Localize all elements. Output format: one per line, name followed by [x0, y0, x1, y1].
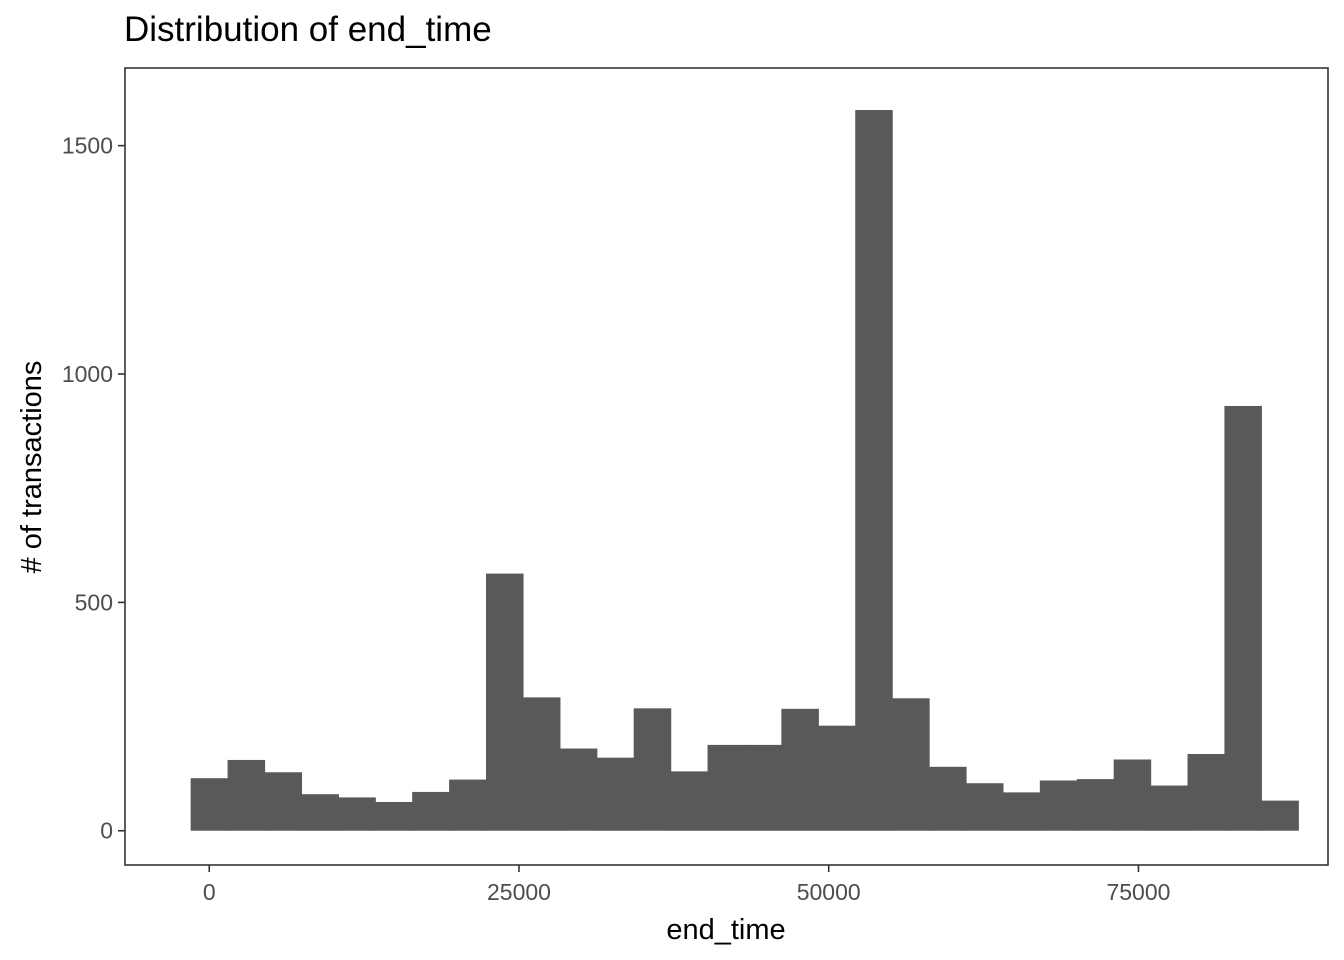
- histogram-bar: [1187, 754, 1226, 831]
- histogram-bar: [486, 573, 524, 831]
- histogram-bar: [190, 778, 229, 831]
- histogram-bar: [1002, 792, 1041, 831]
- histogram-bar: [781, 708, 819, 831]
- y-tick-label: 1500: [62, 133, 113, 159]
- histogram-bar: [264, 772, 303, 831]
- histogram-bar: [1039, 780, 1078, 831]
- histogram-bar: [892, 698, 930, 831]
- histogram-bar: [227, 759, 266, 831]
- y-tick-label: 0: [100, 818, 113, 844]
- x-axis: 0 25000 50000 75000: [203, 865, 1170, 905]
- bars-group: [190, 110, 1299, 831]
- histogram-bar: [855, 110, 893, 831]
- x-tick-label: 0: [203, 879, 216, 905]
- histogram-bar: [301, 794, 339, 831]
- histogram-bar: [1113, 759, 1152, 831]
- plot-panel-border: [124, 67, 1329, 866]
- x-tick-label: 75000: [1106, 879, 1170, 905]
- histogram-bar: [929, 766, 967, 831]
- x-tick-label: 25000: [487, 879, 551, 905]
- histogram-bar: [707, 744, 746, 831]
- histogram-bar: [1076, 779, 1115, 831]
- histogram-bar: [744, 744, 782, 831]
- y-tick-label: 500: [75, 589, 113, 615]
- histogram-bar: [1261, 800, 1299, 831]
- x-tick-label: 50000: [797, 879, 861, 905]
- histogram-bar: [633, 708, 672, 831]
- histogram-bar: [965, 783, 1004, 831]
- x-axis-title: end_time: [666, 914, 785, 946]
- histogram-bar: [522, 697, 561, 831]
- histogram-bar: [559, 748, 598, 831]
- y-axis-title: # of transactions: [16, 361, 48, 574]
- histogram-bar: [818, 725, 856, 831]
- y-axis: 0 500 1000 1500: [62, 133, 125, 844]
- y-tick-label: 1000: [62, 361, 113, 387]
- histogram-bar: [670, 771, 709, 831]
- histogram-bar: [1150, 785, 1189, 831]
- histogram-bar: [412, 791, 450, 831]
- histogram-bar: [449, 779, 487, 831]
- histogram-bar: [375, 801, 413, 831]
- histogram-bar: [1224, 405, 1262, 831]
- histogram-bar: [338, 797, 376, 831]
- histogram-bar: [596, 757, 635, 831]
- chart-title: Distribution of end_time: [124, 10, 492, 49]
